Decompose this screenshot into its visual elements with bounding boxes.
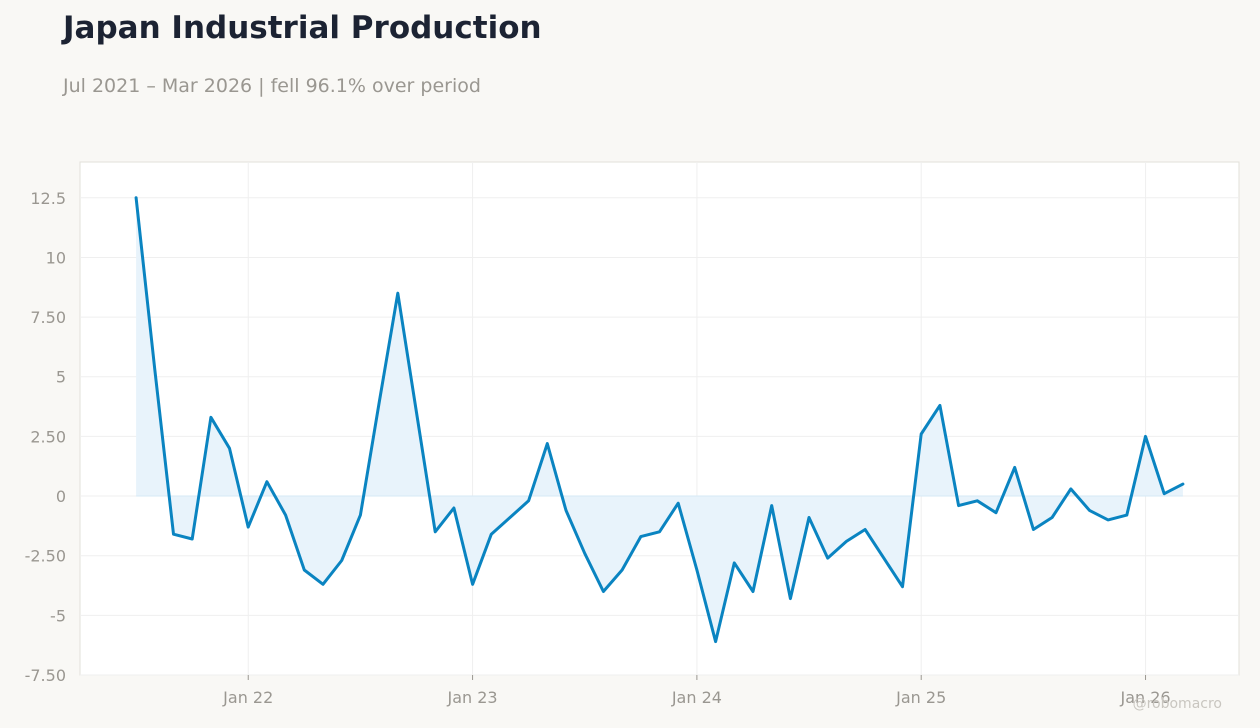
- x-tick-label: Jan 22: [222, 688, 273, 707]
- y-tick-label: -2.50: [25, 547, 66, 566]
- y-tick-label: 12.5: [30, 189, 66, 208]
- y-tick-label: 10: [46, 248, 66, 267]
- x-tick-label: Jan 25: [895, 688, 946, 707]
- y-tick-label: 0: [56, 487, 66, 506]
- y-tick-label: 2.50: [30, 427, 66, 446]
- y-tick-label: -7.50: [25, 666, 66, 685]
- x-axis-tick-labels: Jan 22 Jan 23 Jan 24 Jan 25 Jan 26: [222, 688, 1170, 707]
- chart-subtitle: Jul 2021 – Mar 2026 | fell 96.1% over pe…: [63, 75, 481, 97]
- x-gridlines: [247, 162, 1147, 680]
- series-line: [134, 196, 1185, 644]
- series-area-fill: [136, 197, 1183, 642]
- x-tick-label: Jan 26: [1119, 688, 1170, 707]
- x-tick-label: Jan 24: [671, 688, 722, 707]
- plot-area: [79, 161, 1240, 676]
- y-tick-label: -5: [50, 606, 66, 625]
- y-tick-label: 5: [56, 368, 66, 387]
- chart-title: Japan Industrial Production: [63, 10, 542, 46]
- y-tick-label: 7.50: [30, 308, 66, 327]
- x-tick-label: Jan 23: [447, 688, 498, 707]
- y-axis-tick-labels: 12.5 10 7.50 5 2.50 0 -2.50 -5 -7.50: [25, 189, 66, 685]
- watermark: @robomacro: [1132, 696, 1222, 712]
